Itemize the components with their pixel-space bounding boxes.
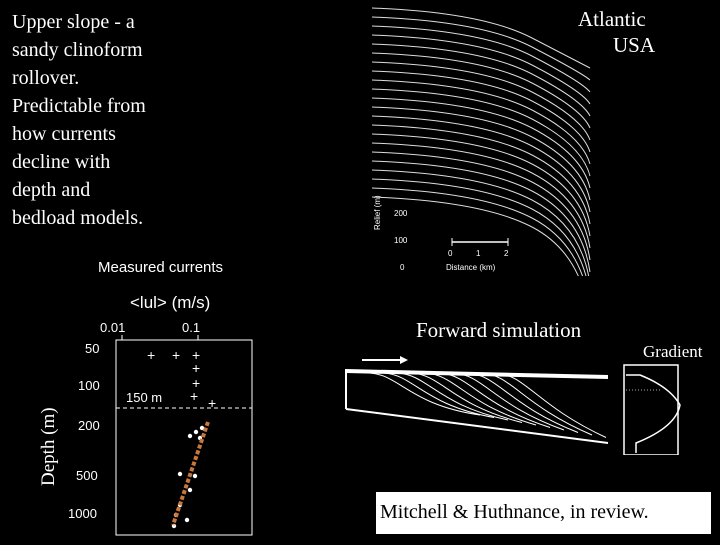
current-measurement-plus: + (208, 395, 216, 411)
seismic-reflector (371, 88, 591, 177)
x-tick-label: 0.01 (100, 320, 125, 335)
distance-tick: 2 (504, 249, 509, 258)
seismic-reflector (371, 160, 591, 273)
current-measurement-plus: + (190, 388, 198, 404)
current-measurement-dot (192, 473, 198, 479)
citation: Mitchell & Huthnance, in review. (376, 492, 711, 534)
seismic-reflector (371, 142, 591, 249)
currents-units: <lul> (m/s) (130, 293, 210, 312)
current-measurement-dot (187, 433, 193, 439)
description-line: Upper slope - a (12, 11, 135, 33)
seismic-reflector (371, 79, 591, 165)
seismic-reflector (371, 97, 591, 189)
current-measurement-dot (184, 517, 190, 523)
seismic-reflector (371, 52, 591, 129)
currents-title: Measured currents (98, 259, 223, 276)
region-title-line1: Atlantic (578, 7, 646, 31)
description-text: Upper slope - a sandy clinoform rollover… (12, 8, 202, 232)
current-measurement-dot (187, 487, 193, 493)
y-axis-label: Depth (m) (38, 407, 59, 486)
current-measurement-dot (199, 425, 205, 431)
plot-frame (115, 339, 253, 536)
current-measurement-plus: + (147, 347, 155, 363)
region-title-line2: USA (613, 33, 656, 57)
clinoform-curve (453, 372, 565, 431)
description-line: Predictable from (12, 95, 146, 117)
clinoform-curve (439, 372, 551, 428)
clinoform-curve (495, 372, 607, 438)
description-line: bedload models. (12, 207, 144, 229)
current-measurement-plus: + (172, 347, 180, 363)
y-tick-label: 100 (78, 378, 100, 393)
y-tick-label: 200 (78, 418, 100, 433)
relief-tick: 200 (394, 209, 408, 218)
seismic-reflector (371, 70, 591, 153)
relief-axis-label: Relief (m) (373, 195, 382, 230)
seismic-reflector (371, 151, 591, 261)
seismic-reflector (371, 178, 591, 297)
y-tick-label: 1000 (68, 506, 97, 521)
forward-simulation-label: Forward simulation (416, 318, 582, 342)
currents-plot: Measured currents <lul> (m/s) 0.01 0.1 5… (30, 250, 255, 540)
current-measurement-dot (193, 429, 199, 435)
seismic-reflector (371, 25, 591, 93)
relief-tick: 100 (394, 236, 408, 245)
seismic-profile-image: Relief (m) 200 100 0 0 1 2 Distance (km) (362, 0, 592, 321)
simulation-drawing (345, 356, 681, 456)
clinoform-curve (481, 372, 593, 436)
gradient-curve (626, 374, 681, 453)
y-tick-label: 500 (76, 468, 98, 483)
distance-tick: 1 (476, 249, 481, 258)
current-measurement-plus: + (192, 360, 200, 376)
description-line: depth and (12, 179, 91, 201)
x-tick-label: 0.1 (182, 320, 200, 335)
clinoform-curve (369, 372, 481, 416)
simulation-figure (340, 345, 720, 456)
seismic-reflector (371, 16, 591, 81)
seismic-reflector (371, 61, 591, 141)
description-line: sandy clinoform (12, 39, 143, 61)
gradient-label: Gradient (643, 342, 703, 361)
seismic-reflector (371, 169, 591, 285)
distance-tick: 0 (448, 249, 453, 258)
description-line: how currents (12, 123, 116, 145)
seismic-profile-drawing: Relief (m) 200 100 0 0 1 2 Distance (km) (371, 7, 591, 321)
clinoform-curve (411, 372, 523, 423)
y-tick-label: 50 (85, 341, 99, 356)
seismic-reflector (371, 133, 591, 237)
depth-marker-label: 150 m (126, 390, 162, 405)
description-line: decline with (12, 151, 111, 173)
currents-plot-drawing: Measured currents <lul> (m/s) 0.01 0.1 5… (38, 259, 253, 536)
seismic-reflector (371, 115, 591, 213)
seismic-reflector (371, 43, 591, 117)
description-line: rollover. (12, 67, 80, 89)
seismic-reflector (371, 34, 591, 105)
current-measurement-plus: + (192, 375, 200, 391)
clinoform-curve (383, 372, 495, 418)
clinoform-curve (467, 372, 579, 433)
seismic-reflector (371, 124, 591, 225)
current-measurement-plus: + (192, 347, 200, 363)
seismic-reflector (371, 106, 591, 201)
clinoform-curve (425, 372, 537, 426)
current-measurement-dot (177, 471, 183, 477)
seismic-reflector (371, 7, 591, 69)
distance-axis-label: Distance (km) (446, 263, 496, 272)
seismic-reflector (371, 187, 591, 309)
clinoform-curve (397, 372, 509, 421)
relief-tick: 0 (400, 263, 405, 272)
region-title: Atlantic USA (578, 6, 655, 58)
bedload-fit-line (171, 421, 210, 526)
